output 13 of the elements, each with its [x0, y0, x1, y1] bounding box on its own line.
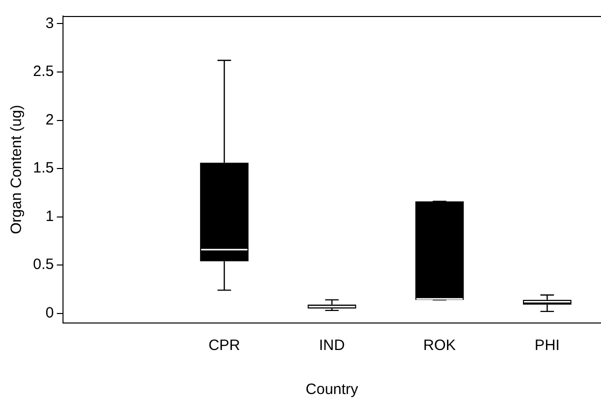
y-tick-label: 0.5 — [32, 256, 54, 274]
y-tick-label: 1 — [46, 208, 54, 225]
x-tick-label: ROK — [423, 337, 456, 354]
y-tick-label: 3 — [46, 14, 54, 32]
y-tick-label: 2 — [46, 111, 54, 128]
y-tick-label: 0 — [46, 304, 54, 322]
x-axis-title: Country — [306, 381, 359, 398]
x-tick-label: CPR — [208, 337, 240, 354]
y-tick-label: 1.5 — [32, 160, 54, 177]
y-tick-label: 2.5 — [32, 63, 54, 80]
y-axis-title: Organ Content (ug) — [8, 104, 26, 234]
x-tick-label: PHI — [534, 337, 560, 354]
x-tick-label: IND — [319, 337, 346, 354]
